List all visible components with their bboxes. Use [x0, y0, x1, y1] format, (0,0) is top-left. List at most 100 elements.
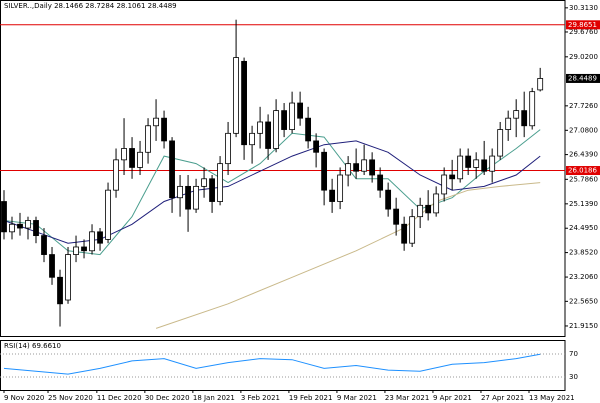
rsi-line — [3, 353, 541, 375]
candle-body — [89, 231, 95, 252]
y-tick-label: 26.4390 — [569, 151, 598, 159]
candle-body — [505, 117, 512, 130]
candle-body — [457, 155, 464, 180]
candle-body — [185, 185, 191, 210]
y-tick-label: 22.5650 — [569, 297, 598, 305]
level-label: 29.8651 — [568, 21, 597, 29]
candle-body — [353, 163, 360, 172]
plot-area — [0, 19, 565, 329]
candle-body — [345, 163, 352, 176]
candle-body — [225, 132, 231, 165]
open: 28.1466 — [54, 2, 83, 10]
x-tick-label: 9 Apr 2021 — [433, 394, 472, 402]
candle-body — [377, 174, 384, 191]
candle-body — [337, 174, 344, 202]
candle-body — [81, 246, 87, 252]
y-tick-label: 23.2060 — [569, 273, 598, 281]
candle-body — [193, 185, 199, 210]
candle-body — [393, 208, 400, 225]
candle-body — [257, 121, 263, 134]
price-label-box — [566, 73, 600, 83]
rsi-title: RSI(14) 69.6610 — [4, 342, 61, 350]
candle-body — [73, 246, 79, 255]
candle-body — [137, 151, 143, 168]
candle-body — [169, 140, 175, 199]
rsi-tick-label: 30 — [569, 373, 578, 381]
candle-body — [361, 159, 368, 172]
price-label: 28.4489 — [568, 74, 597, 82]
candle-body — [1, 201, 7, 233]
candle-body — [17, 223, 23, 229]
candle-body — [305, 117, 312, 142]
candle-body — [113, 159, 119, 191]
rsi-panel — [0, 340, 566, 391]
candle-body — [265, 121, 271, 149]
y-tick-label: 27.0800 — [569, 126, 598, 134]
x-tick-label: 19 Feb 2021 — [289, 394, 333, 402]
candle-body — [537, 78, 544, 91]
candle-body — [129, 148, 135, 168]
candle-body — [417, 204, 424, 218]
candle-body — [121, 148, 127, 161]
x-tick-label: 11 Dec 2020 — [97, 394, 142, 402]
candle-body — [153, 117, 159, 127]
candle-body — [145, 125, 151, 153]
candle-body — [57, 276, 63, 305]
level-label: 26.0186 — [568, 167, 597, 175]
candle-body — [289, 102, 296, 130]
candle-body — [201, 178, 207, 187]
x-tick-label: 9 Mar 2021 — [337, 394, 377, 402]
candle-body — [273, 110, 279, 149]
x-tick-label: 23 Mar 2021 — [385, 394, 429, 402]
candle-body — [25, 220, 31, 229]
y-tick-label: 25.1390 — [569, 200, 598, 208]
y-tick-label: 21.9150 — [569, 322, 598, 330]
candle-body — [97, 231, 103, 244]
candle-body — [33, 220, 39, 237]
candle-body — [313, 140, 320, 153]
x-tick-label: 30 Dec 2020 — [145, 394, 190, 402]
x-tick-label: 25 Nov 2020 — [48, 394, 93, 402]
close: 28.4489 — [148, 2, 177, 10]
x-tick-label: 27 Apr 2021 — [481, 394, 524, 402]
candle-body — [209, 178, 215, 202]
candle-body — [217, 163, 223, 202]
candle-body — [473, 159, 480, 168]
main-panel — [0, 0, 566, 337]
candle-body — [9, 223, 15, 233]
y-tick-label: 27.7260 — [569, 102, 598, 110]
candle-body — [497, 129, 504, 157]
x-tick-label: 9 Nov 2020 — [4, 394, 44, 402]
candle-body — [281, 110, 288, 130]
candle-body — [409, 216, 416, 244]
rsi-tick-label: 70 — [569, 350, 578, 358]
candle-body — [65, 254, 71, 301]
candle-body — [161, 117, 167, 142]
x-tick-label: 13 May 2021 — [529, 394, 575, 402]
candle-body — [401, 223, 408, 244]
x-tick-label: 3 Feb 2021 — [241, 394, 280, 402]
y-tick-label: 24.4950 — [569, 224, 598, 232]
level-label-box — [566, 20, 600, 30]
candle-body — [425, 204, 432, 214]
x-tick-label: 18 Jan 2021 — [193, 394, 235, 402]
candle-body — [481, 159, 488, 172]
y-tick-label: 23.8520 — [569, 249, 598, 257]
candle-body — [489, 155, 496, 172]
candle-body — [249, 132, 255, 146]
symbol: SILVER..,Daily — [4, 2, 52, 10]
y-tick-label: 29.0200 — [569, 53, 598, 61]
high: 28.7284 — [85, 2, 114, 10]
candle-body — [521, 110, 528, 127]
low: 28.1061 — [116, 2, 145, 10]
candle-body — [297, 102, 304, 119]
candle-body — [321, 151, 328, 191]
candle-body — [241, 60, 247, 146]
candle-body — [433, 193, 440, 214]
y-tick-label: 25.7860 — [569, 175, 598, 183]
candle-body — [41, 235, 47, 255]
rsi-last: 69.6610 — [32, 342, 61, 350]
candle-body — [233, 57, 239, 134]
